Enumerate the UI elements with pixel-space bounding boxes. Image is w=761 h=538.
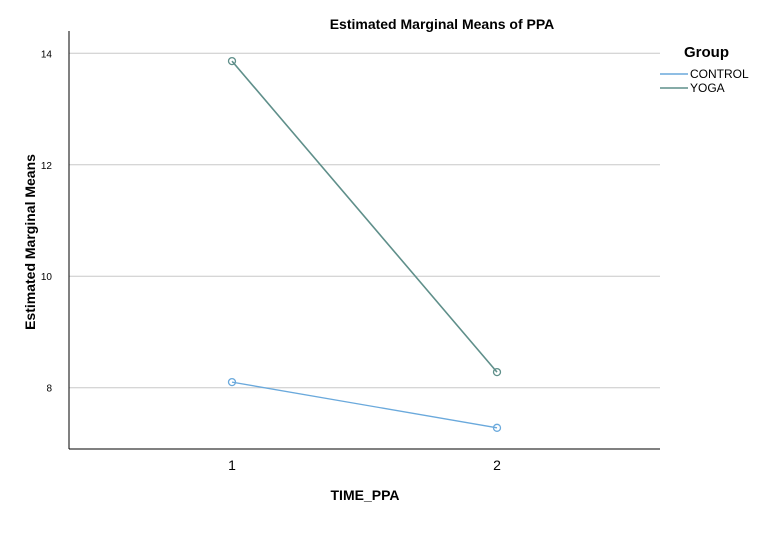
legend-title: Group xyxy=(684,44,729,61)
chart-title: Estimated Marginal Means of PPA xyxy=(330,16,555,32)
series-lines xyxy=(231,60,498,429)
legend-label-control: CONTROL xyxy=(690,67,749,81)
y-tick-label: 10 xyxy=(41,272,53,283)
series-points xyxy=(227,56,502,432)
legend-label-yoga: YOGA xyxy=(690,81,725,95)
y-tick-labels: 8 10 12 14 xyxy=(41,49,53,394)
series-line-control xyxy=(231,381,498,429)
series-line-yoga xyxy=(231,60,498,373)
gridlines xyxy=(69,52,660,389)
y-tick-label: 12 xyxy=(41,161,53,172)
data-point-control xyxy=(492,423,502,432)
data-point-yoga xyxy=(227,56,237,66)
x-tick-label: 2 xyxy=(493,457,501,473)
y-axis-title: Estimated Marginal Means xyxy=(22,154,38,330)
x-axis-title: TIME_PPA xyxy=(331,487,400,503)
data-point-yoga xyxy=(492,367,502,377)
data-point-control xyxy=(227,377,237,387)
y-tick-label: 14 xyxy=(41,49,53,60)
y-tick-label: 8 xyxy=(46,384,52,395)
x-tick-label: 1 xyxy=(228,457,236,473)
